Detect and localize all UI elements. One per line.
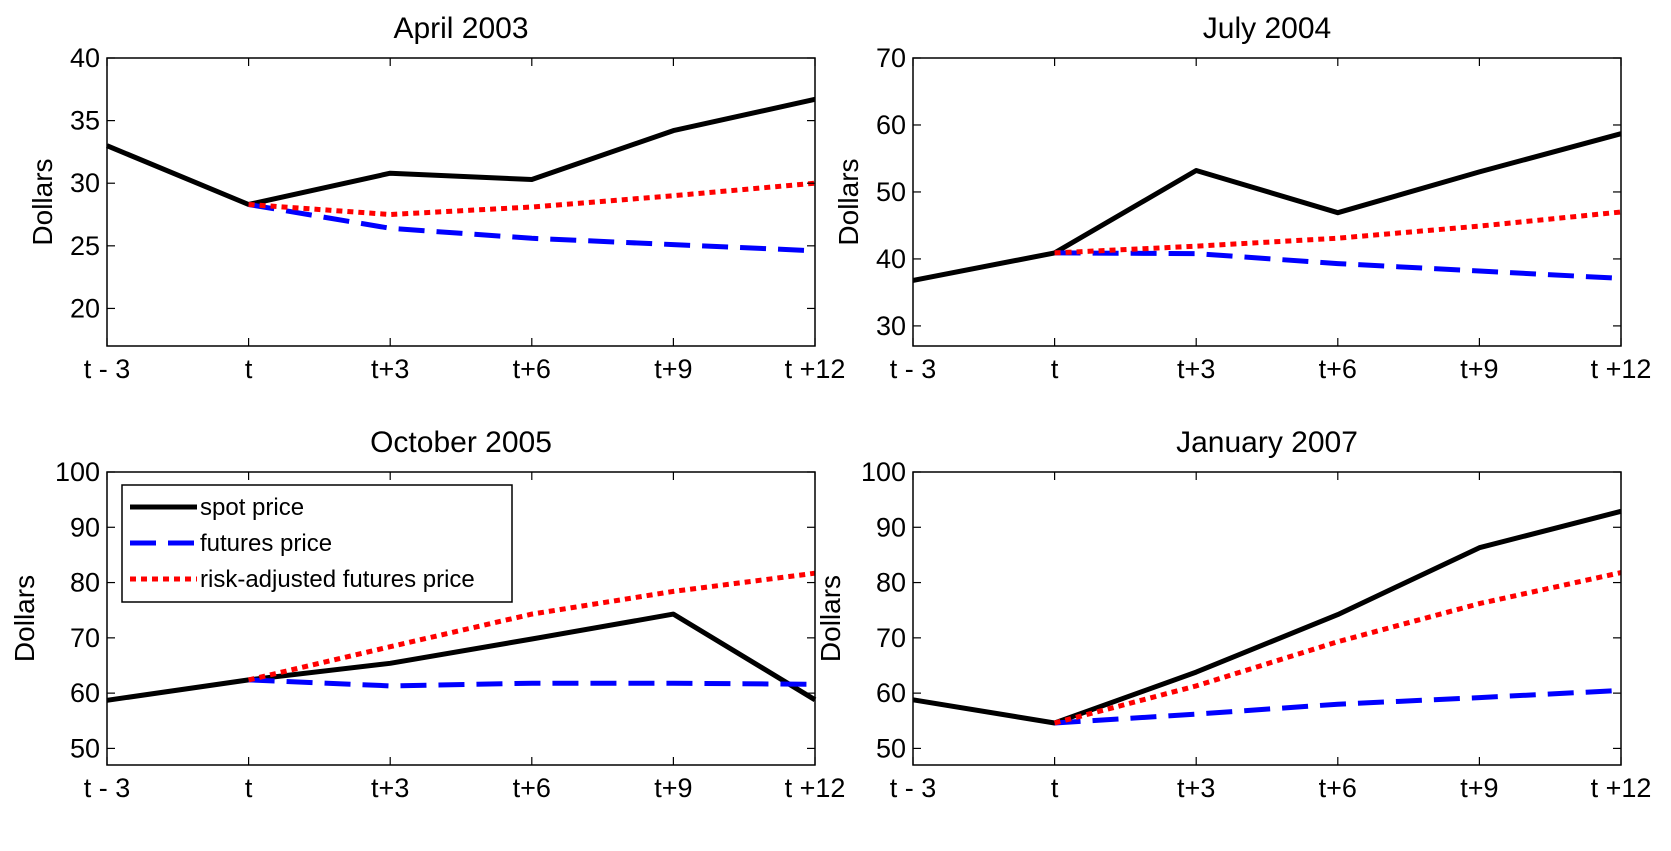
x-tick-label: t+3 — [1177, 354, 1215, 384]
x-tick-label: t+9 — [1460, 773, 1498, 803]
x-tick-label: t - 3 — [890, 773, 937, 803]
series-line-risk-adjusted-futures-price — [248, 570, 816, 683]
series-line-spot-price — [106, 611, 817, 703]
chart-title: July 2004 — [1203, 12, 1331, 45]
y-tick-label: 80 — [876, 568, 906, 598]
plot-frame — [912, 471, 1622, 766]
x-tick-label: t +12 — [785, 354, 846, 384]
y-tick-label: 50 — [876, 733, 906, 763]
series-lines — [912, 508, 1622, 726]
y-tick-label: 20 — [70, 293, 100, 323]
series-line-risk-adjusted-futures-price — [1053, 570, 1622, 726]
legend: spot price futures price risk-adjusted fut… — [121, 484, 513, 603]
x-tick-label: t — [245, 354, 253, 384]
series-line-risk-adjusted-futures-price — [248, 180, 816, 217]
y-tick-label: 50 — [876, 177, 906, 207]
y-tick-label: 90 — [70, 512, 100, 542]
plot-frame — [912, 57, 1622, 347]
y-tick-label: 100 — [861, 457, 906, 487]
y-tick-label: 40 — [70, 43, 100, 73]
y-tick-label: 100 — [55, 457, 100, 487]
y-tick-label: 50 — [70, 733, 100, 763]
plot-frame — [106, 471, 816, 766]
x-tick-label: t - 3 — [84, 773, 131, 803]
x-tick-label: t+9 — [654, 773, 692, 803]
chart-panel-1: April 2003 Dollars 20 25 30 35 40 t - 3 t t+3 t+6 t… — [27, 12, 845, 384]
y-tick-label: 40 — [876, 244, 906, 274]
x-tick-label: t +12 — [1591, 773, 1652, 803]
y-axis-label: Dollars — [833, 158, 864, 245]
y-tick-label: 60 — [876, 110, 906, 140]
x-tick-label: t — [245, 773, 253, 803]
x-tick-label: t+9 — [654, 354, 692, 384]
x-tick-label: t+6 — [1319, 773, 1357, 803]
series-line-futures-price — [1054, 687, 1622, 726]
y-tick-label: 90 — [876, 512, 906, 542]
x-tick-label: t +12 — [1591, 354, 1652, 384]
x-tick-label: t — [1051, 354, 1059, 384]
y-tick-label: 30 — [876, 311, 906, 341]
legend-label: futures price — [200, 530, 332, 557]
y-tick-label: 35 — [70, 106, 100, 136]
x-tick-label: t+3 — [371, 354, 409, 384]
y-axis-label: Dollars — [815, 575, 846, 662]
chart-title: April 2003 — [393, 12, 528, 45]
x-tick-label: t - 3 — [890, 354, 937, 384]
y-tick-label: 60 — [70, 678, 100, 708]
y-tick-label: 30 — [70, 168, 100, 198]
series-line-futures-price — [248, 677, 816, 689]
y-tick-label: 80 — [70, 568, 100, 598]
x-tick-label: t+6 — [513, 773, 551, 803]
y-axis-label: Dollars — [9, 575, 40, 662]
chart-panel-4: January 2007 Dollars 50 60 70 80 90 100 t - 3 t t+… — [815, 426, 1651, 803]
x-tick-label: t — [1051, 773, 1059, 803]
plot-frame — [106, 57, 816, 347]
y-tick-label: 60 — [876, 678, 906, 708]
chart-panel-3: October 2005 Dollars 50 60 70 80 90 100 t - 3 t t+… — [9, 426, 845, 803]
x-tick-label: t +12 — [785, 773, 846, 803]
x-tick-label: t+3 — [371, 773, 409, 803]
x-tick-label: t - 3 — [84, 354, 131, 384]
legend-label: risk-adjusted futures price — [200, 566, 475, 593]
y-tick-label: 70 — [70, 623, 100, 653]
x-tick-label: t+6 — [513, 354, 551, 384]
x-tick-label: t+9 — [1460, 354, 1498, 384]
series-line-spot-price — [106, 96, 816, 207]
series-lines — [106, 96, 816, 254]
series-line-futures-price — [248, 202, 816, 254]
series-line-risk-adjusted-futures-price — [1054, 209, 1622, 256]
x-tick-label: t+3 — [1177, 773, 1215, 803]
series-line-spot-price — [912, 508, 1622, 726]
series-lines — [912, 131, 1622, 283]
series-line-spot-price — [912, 131, 1622, 283]
series-lines — [106, 570, 817, 703]
y-axis-label: Dollars — [27, 158, 58, 245]
y-tick-label: 25 — [70, 231, 100, 261]
chart-title: October 2005 — [370, 426, 552, 459]
chart-panel-2: July 2004 Dollars 30 40 50 60 70 t - 3 t t+3 t+6 t+… — [833, 12, 1651, 384]
y-tick-label: 70 — [876, 43, 906, 73]
legend-label: spot price — [200, 494, 304, 521]
y-tick-label: 70 — [876, 623, 906, 653]
x-tick-label: t+6 — [1319, 354, 1357, 384]
series-line-futures-price — [1054, 250, 1622, 281]
chart-title: January 2007 — [1176, 426, 1358, 459]
